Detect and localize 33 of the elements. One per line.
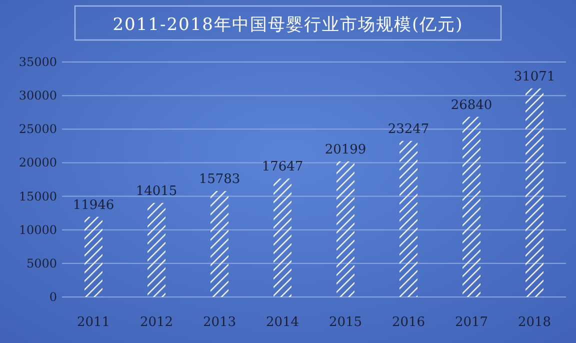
x-tick-label: 2014 [266, 315, 300, 330]
bar [336, 161, 354, 297]
x-tick-label: 2015 [328, 315, 362, 330]
x-tick-label: 2018 [518, 315, 552, 330]
x-tick-label: 2016 [392, 315, 426, 330]
y-tick-label: 30000 [18, 88, 57, 103]
x-tick-label: 2012 [140, 315, 174, 330]
data-label: 31071 [514, 69, 556, 84]
bar [84, 216, 102, 297]
y-tick-label: 15000 [18, 189, 57, 204]
bar [526, 88, 544, 297]
data-label: 15783 [198, 172, 240, 188]
x-tick-label: 2011 [76, 315, 110, 330]
x-tick-label: 2017 [454, 315, 488, 330]
data-label: 23247 [388, 122, 430, 137]
x-tick-label: 2013 [202, 315, 236, 330]
y-tick-label: 25000 [18, 122, 57, 136]
data-label: 14015 [136, 184, 178, 199]
bar [400, 140, 418, 297]
y-tick-label: 20000 [18, 156, 57, 170]
y-tick-label: 35000 [18, 55, 57, 69]
y-tick-label: 10000 [18, 222, 57, 237]
chart-title: 2011-2018年中国母婴行业市场规模(亿元) [112, 15, 464, 35]
bar [210, 191, 228, 297]
y-tick-label: 5000 [26, 256, 57, 270]
y-tick-label: 0 [49, 290, 57, 304]
bar [462, 116, 480, 297]
data-label: 26840 [450, 98, 492, 113]
data-label: 11946 [72, 198, 114, 213]
bar [274, 178, 292, 297]
data-label: 17647 [262, 160, 304, 175]
bar [148, 202, 166, 297]
data-label: 20199 [324, 142, 366, 158]
